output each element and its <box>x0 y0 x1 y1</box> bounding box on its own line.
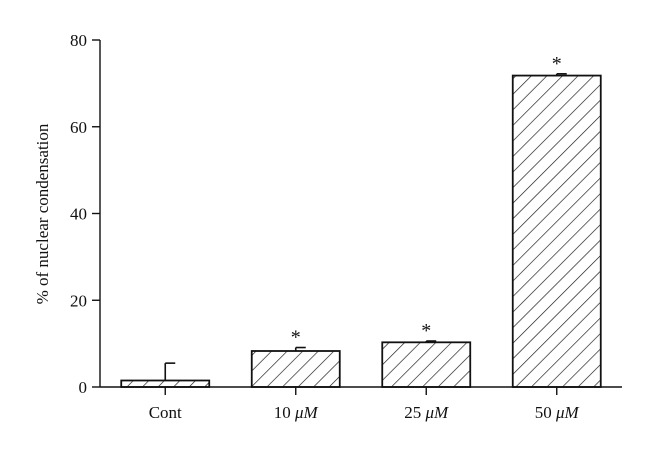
y-axis: 0 20 40 60 80 <box>70 31 101 397</box>
bar <box>250 350 341 388</box>
bar <box>120 379 211 388</box>
x-tick-label-unit: μM <box>294 403 319 422</box>
x-tick-label-value: Cont <box>149 403 182 422</box>
x-tick-label-value: 10 <box>274 403 295 422</box>
significance-marker: * <box>552 53 562 75</box>
x-tick-label-value: 50 <box>535 403 556 422</box>
x-tick-label: 50 μM <box>535 403 580 422</box>
x-tick-label-unit: μM <box>425 403 450 422</box>
x-axis: Cont 10 μM 25 μM 50 μM <box>100 386 622 422</box>
bars-group: * * * <box>120 53 602 388</box>
significance-marker: * <box>291 327 301 349</box>
y-tick-label: 40 <box>70 205 87 224</box>
y-tick-label: 20 <box>70 291 87 310</box>
significance-marker: * <box>421 320 431 342</box>
x-tick-label: 10 μM <box>274 403 319 422</box>
x-tick-label-value: 25 <box>404 403 425 422</box>
y-tick-label: 0 <box>79 378 88 397</box>
y-tick-label: 60 <box>70 118 87 137</box>
x-tick-label: Cont <box>149 403 182 422</box>
x-tick-label-unit: μM <box>555 403 580 422</box>
bar <box>381 341 472 388</box>
y-axis-title: % of nuclear condensation <box>33 123 52 304</box>
x-tick-label: 25 μM <box>404 403 449 422</box>
bar <box>511 74 602 388</box>
y-tick-label: 80 <box>70 31 87 50</box>
